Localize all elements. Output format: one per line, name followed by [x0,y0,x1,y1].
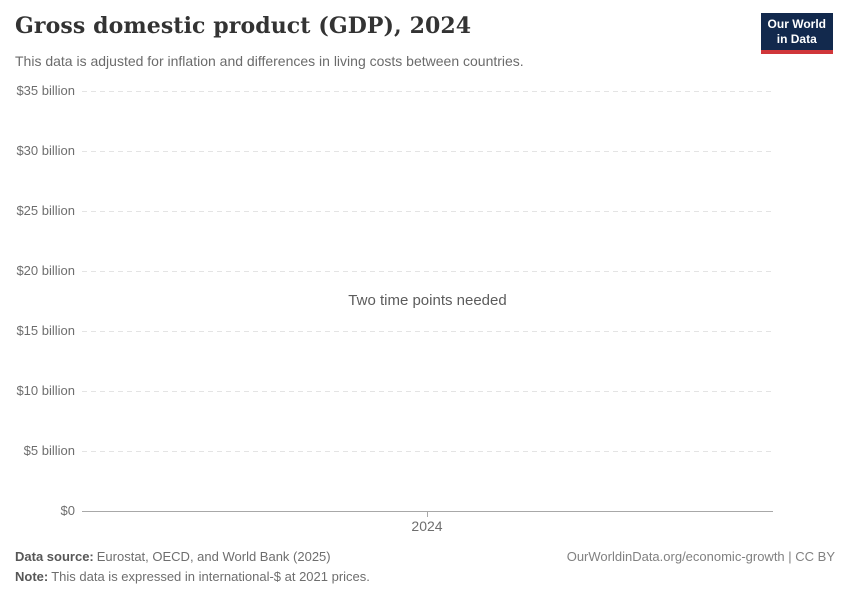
plot-area: $35 billion $30 billion $25 billion $20 … [16,83,773,534]
note-label: Note: [15,569,49,584]
y-axis-tick-label: $10 billion [16,383,75,398]
y-axis-tick-label: $30 billion [16,143,75,158]
y-axis-tick-label: $15 billion [16,323,75,338]
chart-subtitle: This data is adjusted for inflation and … [15,53,524,69]
gridline [82,331,773,332]
note-text: This data is expressed in international-… [51,569,370,584]
owid-logo-line2: in Data [776,32,817,46]
owid-logo-line1: Our World [767,17,826,31]
gridline [82,151,773,152]
data-source-text: Eurostat, OECD, and World Bank (2025) [96,549,331,564]
gridline [82,211,773,212]
owid-url-link[interactable]: OurWorldinData.org/economic-growth | CC … [566,549,835,564]
gridline [82,91,773,92]
chart-footer: Data source: Eurostat, OECD, and World Ba… [15,547,370,587]
y-axis-tick-label: $35 billion [16,83,75,98]
note-line: Note: This data is expressed in internati… [15,567,370,587]
gridline [82,271,773,272]
empty-state-message: Two time points needed [348,292,507,309]
gridline [82,391,773,392]
y-axis-tick-label: $5 billion [23,443,75,458]
data-source-label: Data source: [15,549,94,564]
y-axis-tick-label: $20 billion [16,263,75,278]
x-axis-tick-mark [427,511,428,517]
gridline [82,451,773,452]
y-axis-tick-label: $0 [60,503,75,518]
owid-logo[interactable]: Our World in Data [760,13,833,54]
data-source-line: Data source: Eurostat, OECD, and World Ba… [15,547,370,567]
y-axis-tick-label: $25 billion [16,203,75,218]
page-title: Gross domestic product (GDP), 2024 [15,13,472,39]
x-axis-tick-label: 2024 [411,518,443,534]
